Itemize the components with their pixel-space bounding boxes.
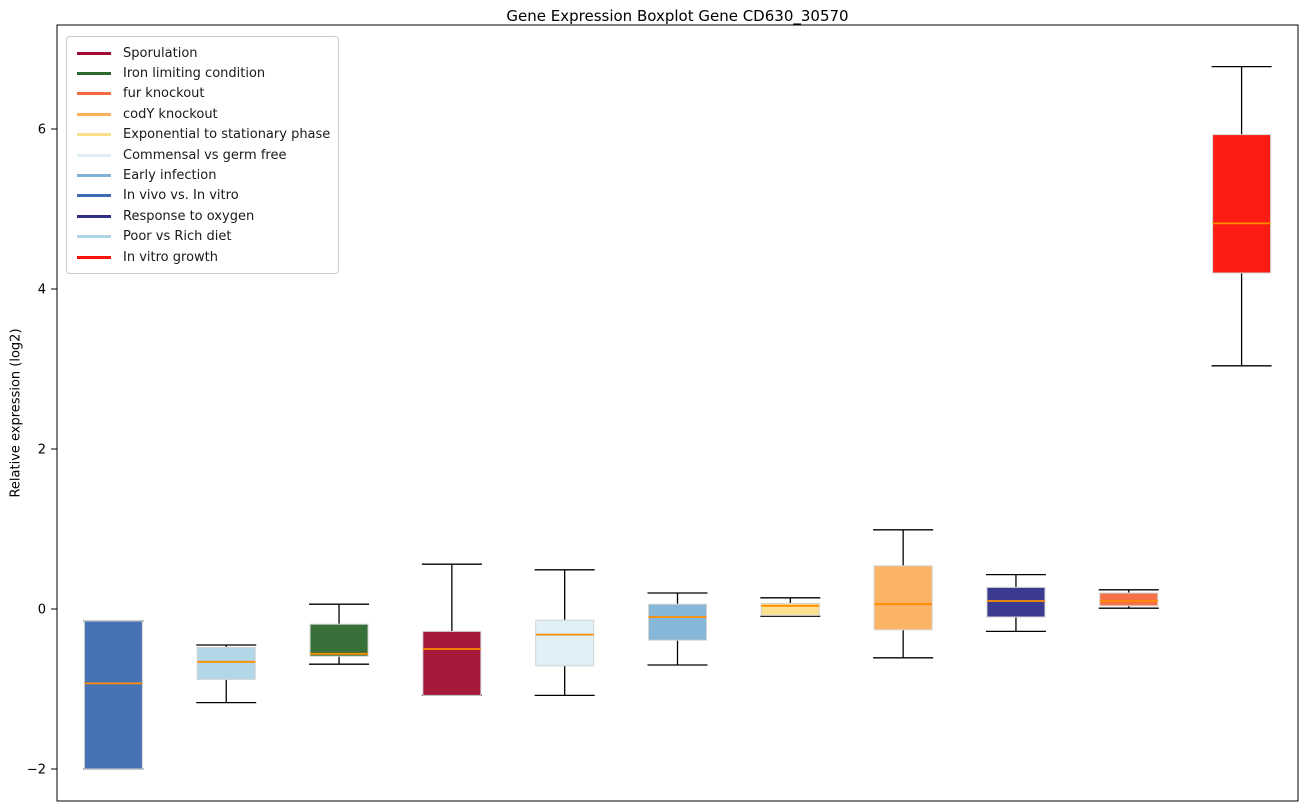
legend-item-label: Commensal vs germ free [123, 147, 287, 163]
legend-item-label: Exponential to stationary phase [123, 127, 331, 143]
box-fur-knockout [1099, 592, 1159, 607]
legend-item: codY knockout [77, 104, 327, 124]
y-tick-label: −2 [27, 763, 46, 778]
legend-item-label: Early infection [123, 168, 217, 184]
chart-title: Gene Expression Boxplot Gene CD630_30570 [506, 7, 849, 25]
legend-swatch [77, 174, 111, 178]
y-tick-label: 4 [38, 283, 46, 298]
legend-swatch [77, 133, 111, 137]
legend-item: In vitro growth [77, 247, 327, 267]
legend-item-label: In vivo vs. In vitro [123, 188, 239, 204]
legend-item-label: Iron limiting condition [123, 66, 266, 82]
box-early-infection [648, 603, 707, 641]
legend-swatch [77, 72, 111, 76]
legend-item: Iron limiting condition [77, 63, 327, 83]
y-tick-label: 6 [38, 123, 46, 138]
legend-item-label: Response to oxygen [123, 208, 255, 224]
legend-item-label: fur knockout [123, 86, 205, 102]
legend-swatch [77, 255, 111, 259]
legend-swatch [77, 214, 111, 218]
legend-swatch [77, 51, 111, 55]
legend-item: Commensal vs germ free [77, 145, 327, 165]
legend: Sporulation Iron limiting condition fur kn… [66, 36, 339, 275]
y-tick-label: 2 [38, 443, 46, 458]
legend-swatch [77, 112, 111, 116]
legend-item: fur knockout [77, 84, 327, 104]
box-iron-limiting-condition [309, 623, 369, 657]
box-commensal-vs-germ-free [535, 619, 595, 667]
legend-item-label: In vitro growth [123, 249, 218, 265]
y-axis-label: Relative expression (log2) [8, 328, 24, 498]
box-response-to-oxygen [986, 586, 1046, 618]
legend-item: Early infection [77, 165, 327, 185]
box-poor-vs-rich-diet [196, 646, 256, 680]
box-in-vivo-vs-in-vitro [83, 620, 143, 770]
legend-swatch [77, 92, 111, 96]
y-tick-label: 0 [38, 603, 46, 618]
box-in-vitro-growth [1212, 134, 1272, 274]
legend-swatch [77, 235, 111, 239]
legend-swatch [77, 153, 111, 157]
legend-item: Response to oxygen [77, 206, 327, 226]
legend-item-label: Sporulation [123, 45, 198, 61]
legend-item: Poor vs Rich diet [77, 227, 327, 247]
legend-item: In vivo vs. In vitro [77, 186, 327, 206]
box-cody-knockout [873, 565, 933, 631]
plot-frame [56, 24, 1299, 802]
legend-item-label: Poor vs Rich diet [123, 229, 232, 245]
legend-swatch [77, 194, 111, 198]
legend-item-label: codY knockout [123, 106, 218, 122]
legend-item: Exponential to stationary phase [77, 125, 331, 145]
box-sporulation [422, 630, 482, 696]
legend-item: Sporulation [77, 43, 327, 63]
